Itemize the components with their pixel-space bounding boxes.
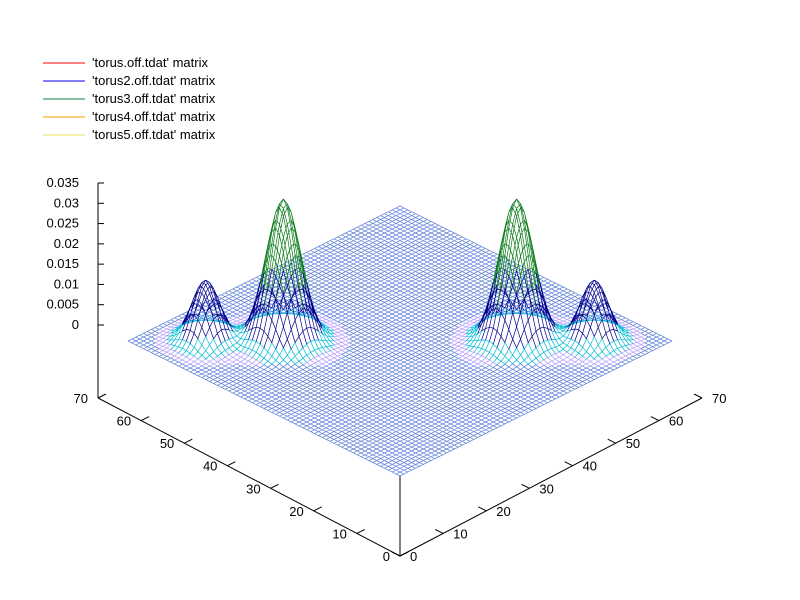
legend-label: 'torus.off.tdat' matrix [92, 55, 208, 70]
surface-mesh [127, 198, 673, 477]
z-tick-label: 0.01 [54, 276, 79, 291]
legend-label: 'torus2.off.tdat' matrix [92, 73, 216, 88]
x-tick-label: 0 [410, 549, 417, 564]
y-tick [227, 461, 236, 467]
x-tick-label: 20 [496, 504, 510, 519]
z-tick-label: 0.025 [46, 216, 79, 231]
z-tick-label: 0 [72, 317, 79, 332]
y-tick-label: 0 [383, 549, 390, 564]
x-tick [478, 506, 487, 512]
x-tick-label: 50 [626, 436, 640, 451]
y-tick-label: 50 [160, 436, 174, 451]
x-tick [434, 528, 444, 534]
y-tick [313, 506, 322, 512]
y-tick [140, 416, 150, 422]
z-tick-label: 0.03 [54, 195, 79, 210]
z-tick-label: 0.015 [46, 256, 79, 271]
y-axis-line [97, 397, 401, 557]
y-tick-label: 70 [74, 391, 88, 406]
tick-labels: 0 0.005 0.01 0.015 0.02 0.025 0.03 0.035 0 10 20 30… [46, 175, 726, 564]
surface-mesh-lines [127, 205, 673, 477]
surface-mesh-lines [259, 198, 541, 309]
y-tick [270, 483, 279, 489]
x-tick [650, 416, 660, 422]
x-tick-label: 70 [712, 391, 726, 406]
surface-mesh-lines [166, 307, 634, 366]
x-tick-label: 40 [583, 459, 597, 474]
legend-label: 'torus3.off.tdat' matrix [92, 91, 216, 106]
y-tick [97, 393, 107, 399]
x-tick [564, 461, 573, 467]
z-tick-label: 0.035 [46, 175, 79, 190]
y-tick-label: 10 [332, 526, 346, 541]
y-tick-label: 30 [246, 481, 260, 496]
axes [97, 183, 703, 557]
legend-label: 'torus4.off.tdat' matrix [92, 109, 216, 124]
x-tick [693, 393, 703, 399]
x-tick [521, 483, 530, 489]
x-tick-label: 10 [453, 526, 467, 541]
legend-label: 'torus5.off.tdat' matrix [92, 127, 216, 142]
x-tick [391, 551, 401, 557]
y-tick-label: 60 [117, 414, 131, 429]
z-tick-label: 0.005 [46, 297, 79, 312]
x-tick-label: 60 [669, 414, 683, 429]
x-tick [607, 438, 616, 444]
legend: 'torus.off.tdat' matrix 'torus2.off.tdat'… [43, 55, 216, 142]
surface-mesh-lines [182, 269, 618, 350]
y-tick [399, 551, 409, 557]
x-axis-line [399, 397, 703, 557]
y-tick-label: 20 [289, 504, 303, 519]
z-tick-label: 0.02 [54, 236, 79, 251]
x-tick-label: 30 [539, 481, 553, 496]
y-tick [184, 438, 193, 444]
y-tick [356, 528, 366, 534]
y-tick-label: 40 [203, 459, 217, 474]
